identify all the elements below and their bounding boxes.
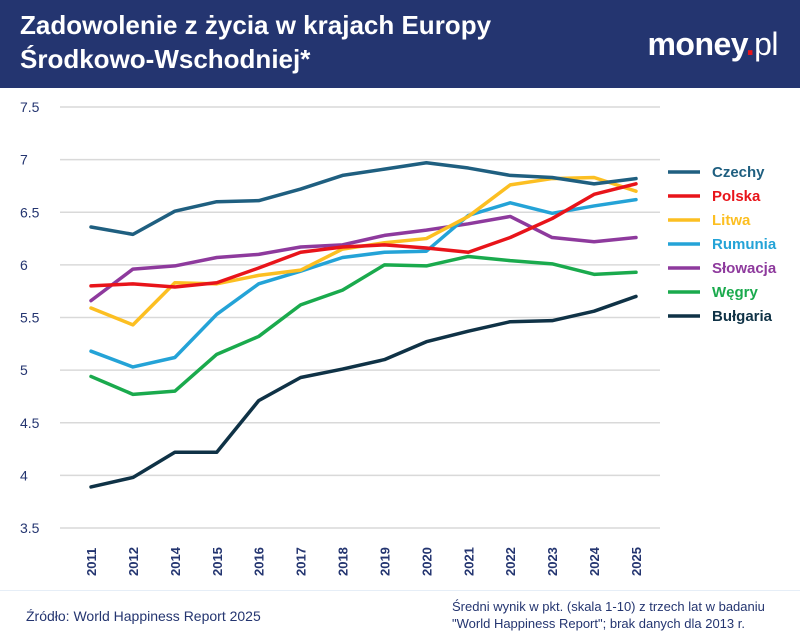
y-tick-label: 5.5 [20,310,40,326]
y-tick-label: 4 [20,467,28,483]
y-tick-label: 7.5 [20,99,40,115]
money-pl-logo: money.pl [647,26,778,62]
chart-title: Zadowolenie z życia w krajach Europy Śro… [20,8,491,76]
x-tick-label: 2011 [84,548,99,576]
x-tick-label: 2020 [419,547,434,576]
footer-divider [0,590,800,591]
legend-label: Słowacja [712,260,777,277]
y-tick-label: 6 [20,257,28,273]
x-tick-label: 2021 [461,547,476,576]
chart-header: Zadowolenie z życia w krajach Europy Śro… [0,0,800,88]
x-tick-label: 2022 [503,547,518,576]
series-line-polska [89,182,638,289]
x-tick-label: 2012 [126,547,141,576]
y-tick-label: 7 [20,152,28,168]
methodology-note: Średni wynik w pkt. (skala 1-10) z trzec… [452,598,765,632]
source-note: Źródło: World Happiness Report 2025 [26,608,261,624]
y-tick-label: 3.5 [20,520,40,536]
x-tick-label: 2025 [629,547,644,576]
x-tick-label: 2019 [377,547,392,576]
x-tick-label: 2017 [294,547,309,576]
series-line-węgry [89,254,638,397]
legend-label: Bułgaria [712,308,773,325]
title-line-1: Zadowolenie z życia w krajach Europy [20,10,492,40]
y-tick-label: 5 [20,362,28,378]
series-line-rumunia [89,197,638,369]
x-tick-label: 2015 [210,547,225,576]
x-tick-label: 2014 [168,546,183,576]
series-line-słowacja [89,214,638,303]
x-tick-label: 2016 [252,547,267,576]
legend-label: Czechy [712,164,765,181]
y-tick-label: 6.5 [20,204,40,220]
legend-label: Litwa [712,212,751,229]
legend-label: Węgry [712,284,759,301]
x-tick-label: 2018 [336,547,351,576]
series-line-czechy [89,161,638,237]
note-line-1: Średni wynik w pkt. (skala 1-10) z trzec… [452,599,765,614]
x-tick-label: 2024 [587,546,602,576]
legend-label: Rumunia [712,236,777,253]
line-chart: 3.5 4 4.5 5 5.5 6 6.5 7 7.5 2011 2012 2014 2015 2016 2… [20,99,777,576]
note-line-2: "World Happiness Report"; brak danych dl… [452,616,745,631]
title-line-2: Środkowo-Wschodniej* [20,44,311,74]
series-line-bułgaria [89,294,638,489]
y-tick-label: 4.5 [20,415,40,431]
legend-label: Polska [712,188,761,205]
series-line-litwa [89,175,638,327]
x-tick-label: 2023 [545,547,560,576]
